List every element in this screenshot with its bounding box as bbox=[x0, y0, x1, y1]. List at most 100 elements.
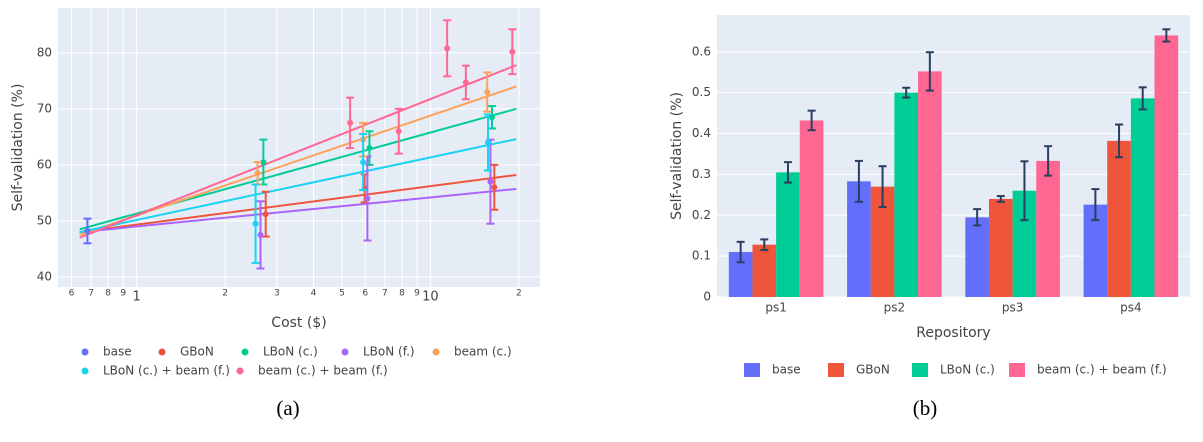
point bbox=[347, 119, 354, 126]
bar bbox=[799, 120, 824, 297]
legend-label: base bbox=[772, 363, 801, 377]
point bbox=[395, 128, 402, 135]
error-bar bbox=[854, 159, 863, 203]
y-tick-label: 40 bbox=[37, 269, 52, 283]
y-tick-label: 0 bbox=[703, 290, 711, 304]
x-tick-label: 7 bbox=[382, 289, 388, 299]
x-tick-label: ps3 bbox=[1002, 301, 1024, 315]
error-bar bbox=[973, 208, 982, 227]
legend-label: LBoN (c.) bbox=[263, 345, 318, 359]
fit-line bbox=[79, 187, 517, 234]
legend-swatch bbox=[744, 363, 760, 377]
legend-label: LBoN (c.) bbox=[940, 363, 995, 377]
plot-background bbox=[58, 8, 540, 287]
legend-label: beam (c.) + beam (f.) bbox=[258, 364, 388, 378]
point bbox=[444, 45, 451, 52]
point bbox=[484, 139, 491, 146]
legend-label: GBoN bbox=[856, 363, 890, 377]
error-bar bbox=[878, 165, 887, 209]
x-axis-title: Repository bbox=[916, 325, 990, 341]
fit-line bbox=[79, 64, 517, 239]
legend-label: beam (c.) + beam (f.) bbox=[1037, 363, 1167, 377]
error-bar bbox=[1020, 160, 1029, 222]
error-bar bbox=[1091, 188, 1100, 222]
y-axis-title: Self-validation (%) bbox=[10, 84, 26, 212]
x-tick-label: 9 bbox=[120, 289, 126, 299]
point bbox=[462, 79, 469, 86]
error-bar bbox=[996, 195, 1005, 203]
point bbox=[260, 159, 267, 166]
y-tick-label: 0.4 bbox=[692, 126, 711, 140]
bar bbox=[894, 92, 919, 297]
fit-line bbox=[79, 138, 517, 234]
error-bar bbox=[1138, 86, 1147, 111]
bar bbox=[1012, 190, 1037, 297]
error-bar bbox=[902, 86, 911, 99]
x-tick-label: ps1 bbox=[765, 301, 787, 315]
y-tick-label: 0.2 bbox=[692, 208, 711, 222]
bar bbox=[1154, 35, 1179, 297]
point bbox=[488, 114, 495, 121]
x-tick-label: 6 bbox=[362, 289, 368, 299]
y-axis-title: Self-validation (%) bbox=[669, 92, 685, 220]
bar bbox=[965, 217, 989, 297]
error-bar bbox=[807, 109, 816, 132]
point bbox=[364, 195, 371, 202]
point bbox=[509, 48, 516, 55]
legend-label: GBoN bbox=[180, 345, 214, 359]
bar bbox=[870, 186, 895, 297]
point bbox=[84, 227, 91, 234]
bar bbox=[1083, 204, 1108, 297]
x-tick-label: 5 bbox=[339, 289, 345, 299]
legend-marker bbox=[236, 367, 244, 375]
x-tick-label: 10 bbox=[422, 290, 439, 305]
legend-label: LBoN (c.) + beam (f.) bbox=[103, 364, 230, 378]
bar bbox=[1107, 140, 1131, 297]
legend-label: base bbox=[103, 345, 132, 359]
legend-swatch bbox=[1009, 363, 1025, 377]
legend-swatch bbox=[828, 363, 844, 377]
x-tick-label: 2 bbox=[222, 289, 228, 299]
fit-line bbox=[79, 85, 517, 236]
legend-marker bbox=[81, 367, 89, 375]
bar bbox=[847, 181, 871, 297]
x-tick-label: 1 bbox=[132, 290, 140, 305]
error-bar bbox=[1162, 28, 1171, 43]
error-bar bbox=[736, 240, 745, 264]
point bbox=[262, 211, 269, 218]
x-tick-label: ps4 bbox=[1120, 301, 1142, 315]
bar bbox=[728, 252, 753, 297]
error-bar bbox=[1115, 123, 1124, 159]
legend-marker bbox=[432, 348, 440, 356]
x-tick-label: 8 bbox=[399, 289, 405, 299]
bar bbox=[988, 198, 1013, 297]
bar bbox=[1036, 160, 1060, 297]
x-tick-label: 8 bbox=[105, 289, 111, 299]
legend-marker bbox=[241, 348, 249, 356]
legend-swatch bbox=[912, 363, 928, 377]
x-tick-label: 4 bbox=[311, 289, 317, 299]
point bbox=[257, 231, 264, 238]
x-tick-label: 6 bbox=[69, 289, 75, 299]
legend-marker bbox=[81, 348, 89, 356]
y-tick-label: 0.3 bbox=[692, 167, 711, 181]
legend-marker bbox=[341, 348, 349, 356]
error-bar bbox=[783, 161, 792, 184]
point bbox=[491, 184, 498, 191]
error-bar bbox=[925, 51, 934, 92]
error-bar bbox=[1044, 145, 1053, 177]
legend-marker bbox=[158, 348, 166, 356]
bar bbox=[918, 71, 942, 298]
x-tick-label: ps2 bbox=[884, 301, 906, 315]
caption: (a) bbox=[276, 396, 299, 420]
y-tick-label: 0.6 bbox=[692, 44, 711, 58]
point bbox=[484, 89, 491, 96]
point bbox=[487, 178, 494, 185]
x-tick-label: 2 bbox=[516, 289, 522, 299]
fit-line bbox=[79, 173, 517, 234]
bar bbox=[752, 244, 777, 297]
point bbox=[360, 159, 367, 166]
point bbox=[252, 220, 259, 227]
error-bar bbox=[760, 238, 769, 251]
y-tick-label: 70 bbox=[37, 101, 52, 115]
